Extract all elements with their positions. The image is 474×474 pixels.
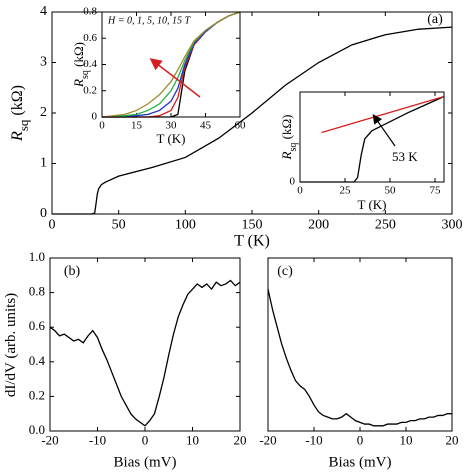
- y-axis-label: Rsq (kΩ): [279, 115, 299, 161]
- x-tick-label: 45: [200, 119, 212, 131]
- y-axis-label: Rsq (kΩ): [71, 42, 91, 88]
- x-axis-label: T (K): [156, 131, 185, 146]
- x-tick-label: 0: [49, 217, 56, 232]
- plot-area: [300, 92, 444, 182]
- y-tick-label: 0.8: [83, 6, 97, 18]
- x-axis-label: Bias (mV): [329, 454, 392, 470]
- annotation: 53 K: [392, 149, 418, 164]
- y-axis-label-part: (kΩ): [71, 42, 86, 70]
- x-tick-label: 50: [385, 184, 397, 196]
- x-tick-label: 15: [131, 119, 143, 131]
- y-axis-label: dI/dV (arb. units): [3, 293, 19, 397]
- y-axis-label: Rsq (kΩ): [9, 85, 32, 142]
- y-tick-label: 0.6: [83, 32, 97, 44]
- x-tick-label: 0: [297, 184, 303, 196]
- plot-area: [102, 12, 240, 117]
- y-tick-label: 3: [40, 55, 47, 70]
- plot-frame: [101, 11, 241, 118]
- y-tick-label: 0.2: [83, 84, 97, 96]
- data-line: [267, 288, 452, 427]
- x-tick-label: -10: [89, 432, 106, 447]
- panel-label: (a): [427, 12, 443, 27]
- y-axis-label-part: (kΩ): [9, 85, 26, 120]
- y-tick-label: 1: [40, 156, 47, 171]
- y-tick-label: 2: [40, 105, 47, 120]
- y-tick-label: 0.6: [29, 318, 46, 333]
- x-tick-label: 10: [400, 432, 413, 447]
- x-tick-label: -20: [259, 432, 276, 447]
- plot-frame: [267, 257, 453, 432]
- y-axis-label-part: dI/dV (arb. units): [3, 293, 19, 397]
- x-tick-label: 30: [166, 119, 178, 131]
- panel-label: (b): [64, 264, 81, 279]
- data-line: [52, 26, 453, 215]
- x-tick-label: 100: [175, 217, 196, 232]
- x-tick-label: 0: [357, 432, 364, 447]
- x-tick-label: 75: [430, 184, 442, 196]
- data-line: [101, 11, 241, 118]
- y-tick-label: 0: [40, 206, 47, 221]
- y-tick-label: 0.8: [29, 284, 45, 299]
- y-axis-label-part: R: [9, 131, 26, 142]
- x-tick-label: -20: [41, 432, 58, 447]
- y-tick-label: 0.0: [29, 422, 45, 437]
- x-tick-label: 10: [186, 432, 199, 447]
- x-tick-label: 60: [235, 119, 247, 131]
- x-tick-label: 20: [446, 432, 459, 447]
- annotation: H = 0, 1, 5, 10, 15 T: [107, 15, 191, 26]
- plot-area: [268, 258, 452, 431]
- x-tick-label: -10: [305, 432, 322, 447]
- x-tick-label: 0: [99, 119, 105, 131]
- data-line: [321, 95, 445, 134]
- plot-frame: [51, 11, 453, 215]
- x-tick-label: 300: [442, 217, 463, 232]
- y-axis-label-part: R: [71, 79, 86, 88]
- x-tick-label: 250: [375, 217, 396, 232]
- y-axis-label-part: sq: [16, 119, 31, 131]
- x-tick-label: 25: [340, 184, 352, 196]
- y-axis-label-part: sq: [80, 70, 91, 79]
- x-axis-label: T (K): [234, 233, 270, 250]
- field-arrow: [149, 58, 201, 98]
- y-axis-label-part: (kΩ): [279, 115, 294, 143]
- y-tick-label: 0.2: [29, 387, 45, 402]
- x-tick-label: 0: [142, 432, 149, 447]
- x-axis-label: Bias (mV): [114, 454, 177, 470]
- x-tick-label: 20: [234, 432, 247, 447]
- data-line: [49, 279, 241, 427]
- x-tick-label: 150: [242, 217, 263, 232]
- y-tick-label: 0.4: [29, 353, 46, 368]
- plot-frame: [49, 257, 241, 432]
- y-axis-label-part: sq: [288, 143, 299, 152]
- y-tick-label: 4: [40, 4, 47, 19]
- plot-area: [50, 258, 240, 431]
- x-tick-label: 200: [308, 217, 329, 232]
- panel-label: (c): [277, 264, 293, 279]
- x-tick-label: 50: [112, 217, 126, 232]
- onset-arrow: [372, 114, 396, 147]
- y-tick-label: 0.4: [83, 58, 97, 70]
- x-axis-label: T (K): [357, 197, 386, 212]
- y-tick-label: 1.0: [29, 249, 45, 264]
- y-axis-label-part: R: [279, 151, 294, 160]
- data-line: [300, 95, 445, 183]
- y-tick-label: 0: [92, 111, 98, 123]
- plot-frame: [299, 91, 445, 183]
- y-tick-label: 0: [290, 176, 296, 188]
